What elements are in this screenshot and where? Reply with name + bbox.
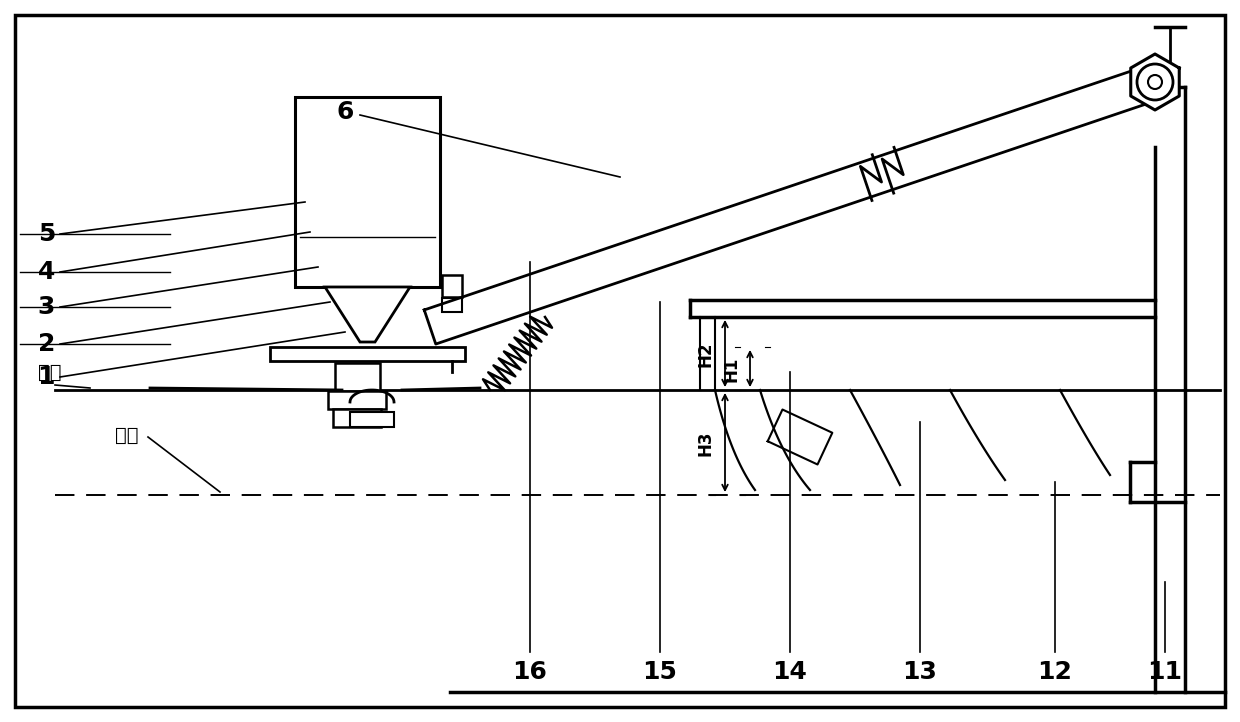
Text: 2: 2 — [37, 332, 55, 356]
Text: 5: 5 — [37, 222, 55, 246]
Text: H2: H2 — [697, 342, 715, 367]
Text: 3: 3 — [37, 295, 55, 319]
Bar — [350, 412, 394, 427]
Text: 种沟: 种沟 — [115, 425, 139, 445]
Text: 1: 1 — [37, 365, 55, 389]
Bar — [335, 363, 379, 391]
Text: 13: 13 — [903, 660, 937, 684]
Text: H3: H3 — [697, 430, 715, 456]
Text: 16: 16 — [512, 660, 547, 684]
Text: 地面: 地面 — [38, 363, 62, 382]
Bar — [329, 391, 386, 409]
Polygon shape — [1131, 54, 1179, 110]
Text: H1: H1 — [722, 357, 740, 382]
Bar — [334, 409, 381, 427]
Bar — [441, 298, 463, 312]
Polygon shape — [325, 287, 410, 342]
Bar — [441, 275, 463, 297]
Bar — [270, 347, 465, 361]
Text: 14: 14 — [773, 660, 807, 684]
Bar — [295, 97, 440, 287]
Text: 4: 4 — [37, 260, 55, 284]
Text: 12: 12 — [1038, 660, 1073, 684]
Text: 15: 15 — [642, 660, 677, 684]
Text: 6: 6 — [336, 100, 353, 124]
Text: 11: 11 — [1147, 660, 1183, 684]
